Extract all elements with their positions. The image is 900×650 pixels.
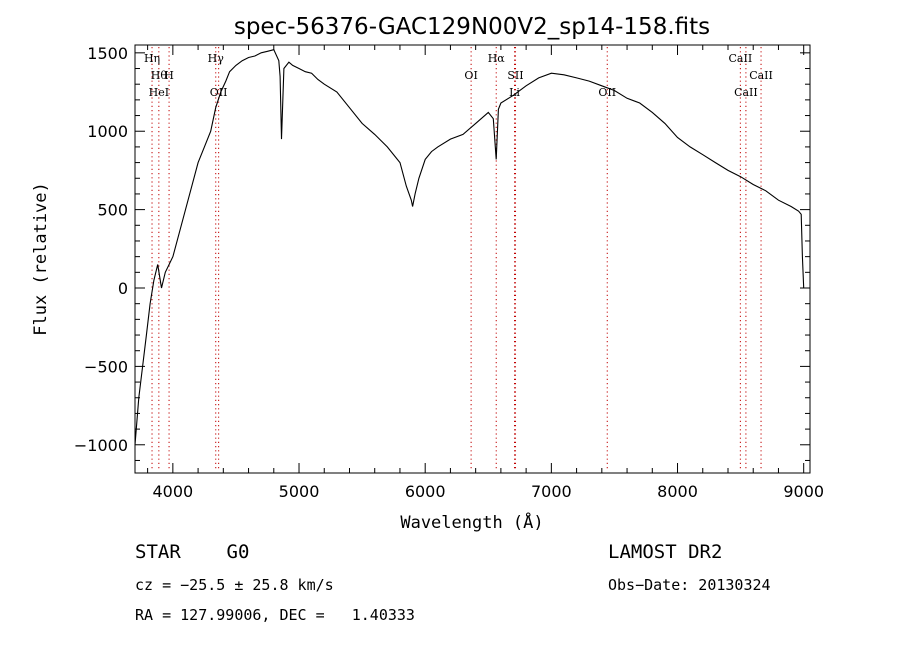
emission-line-markers [151, 47, 762, 471]
x-axis-ticks: 4000 5000 6000 7000 8000 9000 [147, 45, 824, 501]
coordinates-text: RA = 127.99006, DEC = 1.40333 [135, 606, 415, 624]
x-tick-label: 5000 [279, 482, 320, 501]
emission-line-label: OII [210, 86, 228, 99]
redshift-text: cz = −25.5 ± 25.8 km/s [135, 576, 334, 594]
y-tick-label: −500 [84, 357, 128, 376]
object-type: STAR G0 [135, 541, 249, 563]
spectrum-series-line [134, 49, 805, 445]
emission-line-label: CaII [729, 52, 753, 65]
y-axis-ticks: 1500 1000 500 0 −500 −1000 [74, 44, 810, 461]
x-tick-label: 8000 [657, 482, 698, 501]
emission-line-label: Li [509, 86, 520, 99]
y-tick-label: 1500 [87, 44, 128, 63]
emission-line-label: CaII [734, 86, 758, 99]
emission-line-label: HeI [149, 86, 169, 99]
emission-line-label: Hθ [151, 69, 168, 82]
x-axis-label: Wavelength (Å) [400, 511, 543, 533]
emission-line-label: H [164, 69, 174, 82]
chart-title: spec-56376-GAC129N00V2_sp14-158.fits [234, 14, 710, 40]
x-tick-label: 7000 [531, 482, 572, 501]
emission-line-label: Hγ [208, 52, 225, 65]
emission-line-label: SII [507, 69, 523, 82]
plot-frame [134, 44, 811, 474]
x-tick-label: 9000 [783, 482, 824, 501]
x-tick-label: 4000 [152, 482, 193, 501]
y-tick-label: −1000 [74, 436, 128, 455]
emission-line-label: OI [464, 69, 477, 82]
emission-line-label: CaII [749, 69, 773, 82]
y-tick-label: 1000 [87, 122, 128, 141]
y-tick-label: 0 [118, 279, 128, 298]
emission-line-label: Hη [144, 52, 160, 65]
emission-line-label: Hα [488, 52, 506, 65]
survey-label: LAMOST DR2 [608, 541, 722, 563]
y-tick-label: 500 [97, 201, 128, 220]
obs-date-text: Obs−Date: 20130324 [608, 576, 771, 594]
x-tick-label: 6000 [405, 482, 446, 501]
y-axis-label: Flux (relative) [31, 182, 51, 336]
